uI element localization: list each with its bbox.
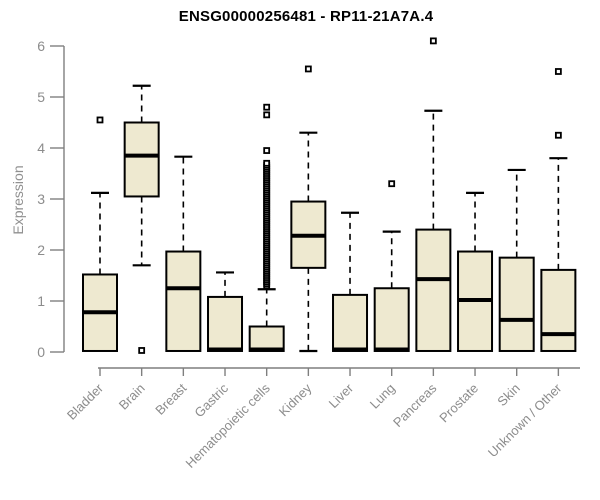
iqr-box <box>498 256 535 352</box>
iqr-box <box>415 228 452 352</box>
x-category-label: Bladder <box>64 380 107 423</box>
iqr-box <box>123 121 160 198</box>
iqr-box <box>165 250 202 352</box>
y-tick-label: 0 <box>37 344 45 360</box>
x-category-label: Skin <box>494 381 522 409</box>
boxplot-kidney <box>290 65 327 353</box>
y-tick-label: 5 <box>37 89 45 105</box>
x-category-label: Unknown / Other <box>485 380 565 460</box>
x-category-label: Kidney <box>276 380 315 419</box>
outlier-point <box>263 111 271 119</box>
boxplot-unknown-other <box>540 68 577 352</box>
boxplot-gastric <box>207 271 244 352</box>
outlier-point <box>263 147 271 154</box>
outlier-point <box>554 131 562 139</box>
y-tick-label: 2 <box>37 242 45 258</box>
outlier-point <box>138 347 146 354</box>
y-tick-label: 4 <box>37 140 45 156</box>
boxplot-brain <box>123 84 160 354</box>
outlier-point <box>554 68 562 75</box>
y-tick-label: 3 <box>37 191 45 207</box>
outlier-point <box>263 159 271 167</box>
boxplot-pancreas <box>415 37 452 352</box>
x-category-label: Gastric <box>191 380 231 420</box>
boxplot-hematopoietic-cells <box>248 103 285 352</box>
iqr-box <box>248 325 285 352</box>
y-axis: 0 1 2 3 4 5 6 <box>37 38 65 360</box>
boxplot-prostate <box>457 191 494 352</box>
x-category-label: Pancreas <box>390 380 440 430</box>
chart-title: ENSG00000256481 - RP11-21A7A.4 <box>178 8 434 25</box>
boxplot-skin <box>498 168 535 352</box>
iqr-box <box>332 293 369 352</box>
iqr-box <box>540 268 577 352</box>
outlier-point <box>96 116 104 124</box>
y-tick-label: 6 <box>37 38 45 54</box>
boxplot-breast <box>165 155 202 352</box>
x-category-label: Breast <box>152 380 189 417</box>
x-category-label: Brain <box>116 381 148 413</box>
outlier-point <box>429 37 437 45</box>
iqr-box <box>207 295 244 352</box>
boxplot-liver <box>332 211 369 352</box>
iqr-box <box>373 287 410 352</box>
y-tick-label: 1 <box>37 293 45 309</box>
outlier-point <box>304 65 312 73</box>
x-category-label: Prostate <box>436 381 481 426</box>
x-category-label: Lung <box>367 381 398 412</box>
x-category-label: Liver <box>326 380 357 411</box>
outlier-point <box>388 180 396 188</box>
outlier-point <box>263 103 271 111</box>
boxplot-lung <box>373 180 410 352</box>
boxplot-bladder <box>82 116 118 352</box>
